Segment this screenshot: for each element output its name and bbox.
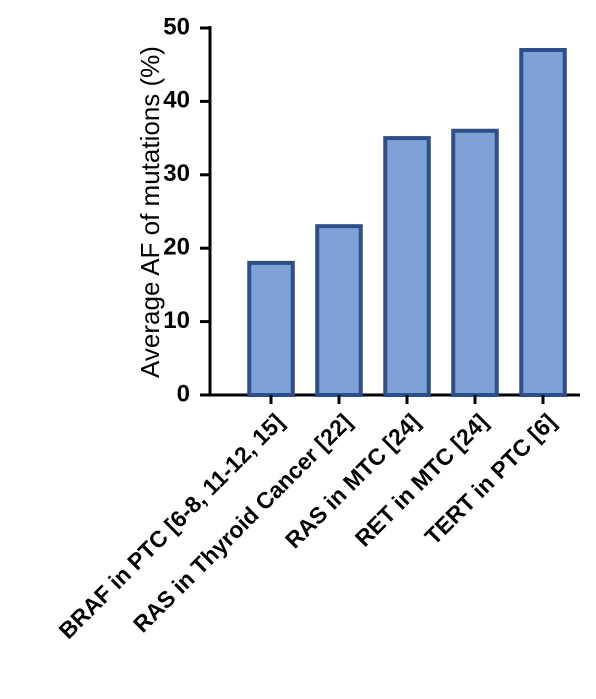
- y-axis-label: Average AF of mutations (%): [135, 46, 165, 378]
- bar: [519, 48, 567, 398]
- y-tick-label: 0: [177, 380, 190, 407]
- y-tick-label: 10: [163, 307, 190, 334]
- bar: [383, 136, 431, 397]
- bar: [451, 128, 499, 397]
- y-tick-label: 40: [163, 87, 190, 114]
- bar: [247, 260, 295, 397]
- y-tick-label: 20: [163, 234, 190, 261]
- x-tick-label: TERT in PTC [6]: [420, 408, 561, 549]
- y-tick-label: 50: [163, 13, 190, 40]
- y-tick-label: 30: [163, 160, 190, 187]
- bar: [315, 224, 363, 397]
